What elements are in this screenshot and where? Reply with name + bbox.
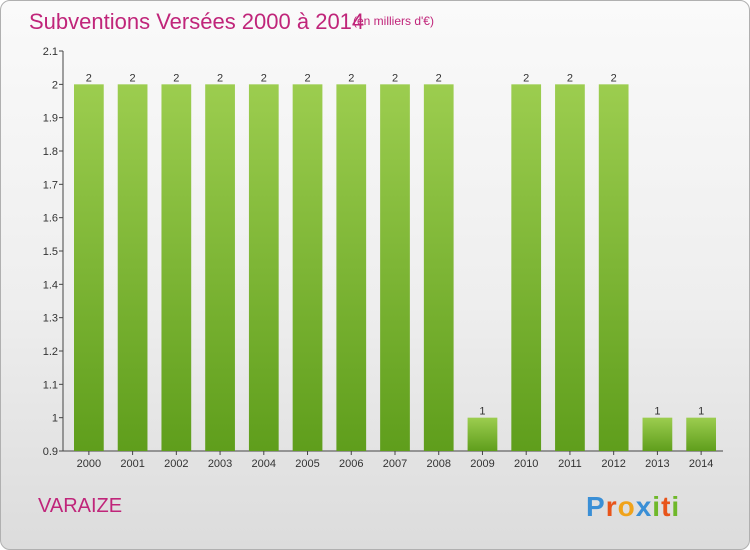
x-tick-label: 2009 (470, 458, 494, 470)
bar-2007 (380, 84, 410, 451)
data-label-2004: 2 (261, 72, 267, 84)
x-tick-label: 2003 (208, 458, 232, 470)
data-label-2000: 2 (86, 72, 92, 84)
bar-2010 (511, 84, 542, 451)
bar-2000 (73, 84, 104, 451)
x-tick-label: 2005 (295, 458, 319, 470)
x-tick-label: 2014 (689, 458, 713, 470)
x-tick-label: 2007 (383, 458, 407, 470)
x-tick-label: 2008 (426, 458, 450, 470)
bar-2011 (555, 84, 585, 451)
x-tick-label: 2012 (601, 458, 625, 470)
logo-letter: t (661, 491, 672, 522)
y-tick-label: 1.5 (43, 246, 58, 258)
x-tick-label: 2001 (120, 458, 144, 470)
y-tick-label: 1.2 (43, 346, 58, 358)
logo-letter: x (635, 491, 653, 522)
bar-2013 (642, 417, 673, 451)
y-tick-label: 1 (52, 413, 58, 425)
chart-title: Subventions Versées 2000 à 2014 (29, 9, 365, 34)
data-label-2013: 1 (654, 406, 660, 418)
bar-2001 (117, 84, 148, 451)
bar-2008 (423, 84, 454, 451)
x-tick-label: 2004 (252, 458, 276, 470)
x-tick-label: 2002 (164, 458, 188, 470)
y-tick-label: 1.7 (43, 179, 58, 191)
x-tick-label: 2000 (77, 458, 101, 470)
bar-2009 (467, 417, 498, 451)
y-tick-label: 2.1 (43, 46, 58, 58)
x-tick-label: 2011 (558, 458, 582, 470)
data-label-2001: 2 (130, 72, 136, 84)
logo-letter: r (605, 491, 618, 522)
data-label-2010: 2 (523, 72, 529, 84)
logo-letter: P (586, 491, 606, 522)
data-label-2012: 2 (611, 72, 617, 84)
bar-2005 (292, 84, 323, 451)
logo-letter: o (617, 491, 636, 522)
y-tick-label: 2 (52, 79, 58, 91)
bar-2012 (598, 84, 629, 451)
data-label-2003: 2 (217, 72, 223, 84)
y-tick-label: 1.3 (43, 313, 58, 325)
data-label-2009: 1 (479, 406, 485, 418)
data-label-2005: 2 (304, 72, 310, 84)
bar-2002 (161, 84, 192, 451)
y-tick-label: 0.9 (43, 446, 58, 458)
commune-name: VARAIZE (38, 495, 123, 517)
x-tick-label: 2006 (339, 458, 363, 470)
y-tick-label: 1.4 (43, 279, 58, 291)
data-label-2011: 2 (567, 72, 573, 84)
y-tick-label: 1.1 (43, 379, 58, 391)
bar-2006 (336, 84, 367, 451)
bar-2004 (248, 84, 279, 451)
bar-2003 (205, 84, 235, 451)
y-tick-label: 1.9 (43, 113, 58, 125)
x-tick-label: 2010 (514, 458, 538, 470)
data-label-2007: 2 (392, 72, 398, 84)
data-label-2008: 2 (436, 72, 442, 84)
y-tick-label: 1.6 (43, 213, 58, 225)
data-label-2002: 2 (173, 72, 179, 84)
logo-letter: i (652, 491, 662, 522)
data-label-2014: 1 (698, 406, 704, 418)
unit-note: (en milliers d'€) (353, 14, 434, 28)
x-tick-label: 2013 (645, 458, 669, 470)
proxiti-logo: Proxiti (586, 491, 680, 523)
y-tick-label: 1.8 (43, 146, 58, 158)
bar-2014 (686, 417, 717, 451)
logo-letter: i (671, 491, 681, 522)
data-label-2006: 2 (348, 72, 354, 84)
